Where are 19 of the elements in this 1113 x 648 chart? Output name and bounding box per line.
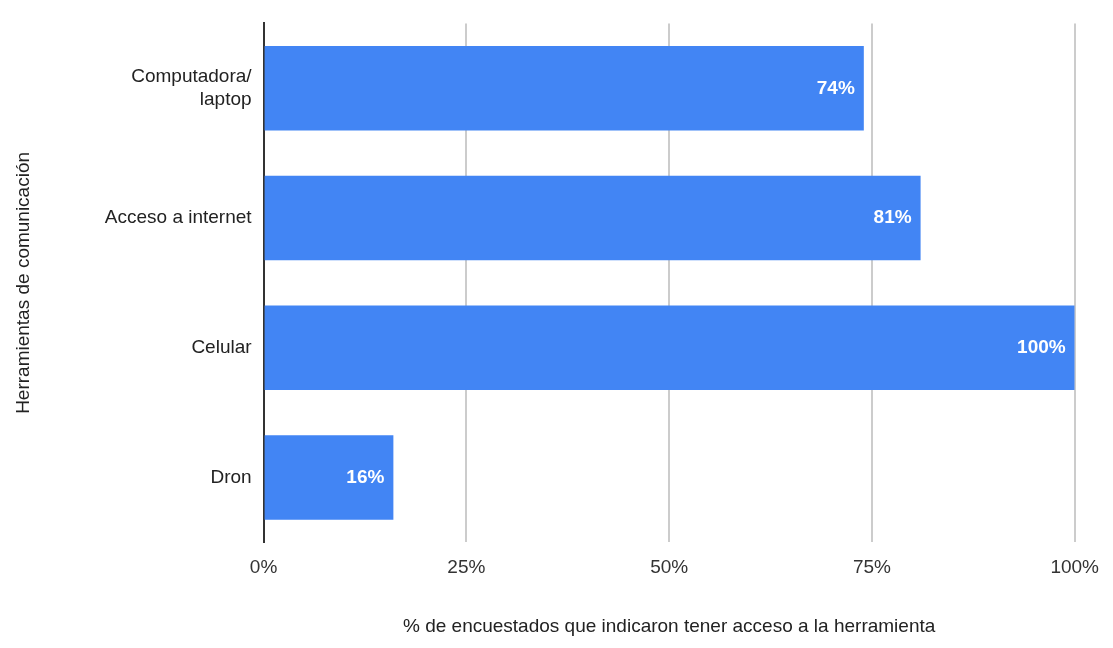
x-tick-label: 75%	[852, 556, 892, 578]
x-tick-label: 100%	[1050, 556, 1100, 578]
bar	[264, 435, 394, 520]
y-tick-label: Dron	[210, 465, 252, 487]
x-axis-title: % de encuestados que indicaron tener acceso a la herramienta	[402, 614, 936, 636]
y-axis-title: Herramientas de comunicación	[11, 151, 33, 414]
bar	[264, 305, 1075, 390]
y-tick-label: Computadora/ laptop	[131, 65, 253, 109]
x-tick-label: 0%	[249, 556, 278, 578]
bar	[264, 46, 864, 131]
x-tick-label: 50%	[650, 556, 689, 578]
data-label: 16%	[346, 465, 385, 487]
bar	[264, 175, 921, 261]
data-label: 74%	[816, 76, 855, 98]
data-label: 100%	[1017, 336, 1066, 358]
data-label: 81%	[873, 206, 912, 228]
y-tick-label: Acceso a internet	[104, 206, 253, 228]
x-tick-label: 25%	[447, 556, 486, 578]
y-tick-label: Celular	[191, 336, 253, 358]
